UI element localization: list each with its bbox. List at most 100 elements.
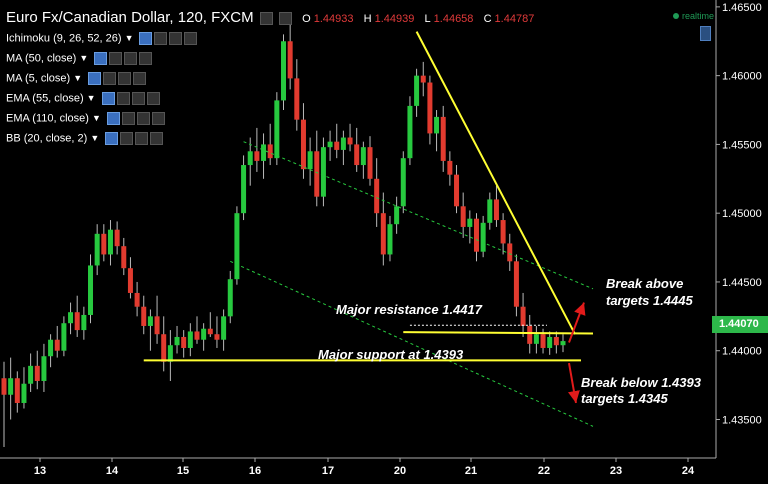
candle-body — [334, 141, 340, 150]
candle-body — [207, 328, 213, 335]
eye-icon[interactable] — [139, 32, 153, 45]
downtrend-line — [415, 31, 576, 335]
chevron-down-icon[interactable]: ▼ — [73, 73, 83, 84]
price-tick-label: 1.43500 — [722, 414, 762, 426]
candle-body — [540, 334, 546, 348]
candle — [221, 309, 227, 351]
time-tick-label: 21 — [465, 465, 477, 477]
candle-body — [560, 341, 566, 346]
time-tick-label: 16 — [249, 465, 261, 477]
candle-body — [274, 100, 280, 159]
indicator-ma5[interactable]: MA (5, close) ▼ — [6, 72, 147, 85]
candle — [207, 312, 213, 337]
close-icon[interactable] — [146, 92, 160, 105]
candle — [161, 316, 167, 372]
candle — [247, 137, 253, 186]
eye-icon[interactable] — [88, 72, 102, 85]
candle-body — [493, 199, 499, 221]
candle — [340, 130, 346, 166]
candle-body — [48, 339, 54, 357]
realtime-indicator: realtime — [673, 11, 714, 21]
candle — [527, 314, 533, 354]
close-icon[interactable] — [150, 132, 164, 145]
price-tick-label: 1.44500 — [722, 277, 762, 289]
candle — [360, 141, 366, 179]
add-icon[interactable] — [169, 32, 183, 45]
candle-body — [460, 206, 466, 227]
eye-icon[interactable] — [259, 11, 273, 25]
candle — [254, 127, 260, 172]
candle — [420, 61, 426, 97]
price-tick-label: 1.46500 — [722, 2, 762, 14]
indicator-label: MA (5, close) — [6, 72, 71, 85]
candle — [28, 353, 34, 392]
eye-icon[interactable] — [101, 92, 115, 105]
add-icon[interactable] — [131, 92, 145, 105]
close-icon[interactable] — [133, 72, 147, 85]
candle-body — [14, 378, 20, 403]
candle — [394, 196, 400, 234]
settings-icon[interactable] — [116, 92, 130, 105]
add-icon[interactable] — [136, 112, 150, 125]
indicator-ichimoku[interactable]: Ichimoku (9, 26, 52, 26) ▼ — [6, 32, 198, 45]
candle-body — [500, 220, 506, 244]
ohlc-open-value: 1.44933 — [313, 13, 354, 25]
settings-icon[interactable] — [154, 32, 168, 45]
candle-body — [307, 151, 313, 170]
add-icon[interactable] — [135, 132, 149, 145]
channel-lower-line — [230, 260, 594, 427]
candle-body — [94, 233, 100, 266]
candle — [454, 165, 460, 214]
time-tick-label: 24 — [682, 465, 695, 477]
break-above-target-annotation: targets 1.4445 — [606, 293, 693, 308]
break-below-target-annotation: targets 1.4345 — [581, 391, 668, 406]
candle — [114, 221, 120, 255]
resistance-annotation: Major resistance 1.4417 — [336, 302, 482, 317]
candle-body — [214, 334, 220, 340]
candle — [41, 343, 47, 392]
chevron-down-icon[interactable]: ▼ — [86, 93, 96, 104]
candle — [400, 151, 406, 214]
close-icon[interactable] — [151, 112, 165, 125]
settings-icon[interactable] — [120, 132, 134, 145]
indicator-bb[interactable]: BB (20, close, 2) ▼ — [6, 132, 164, 145]
candle — [440, 105, 446, 172]
candle-body — [187, 331, 193, 348]
eye-icon[interactable] — [94, 52, 108, 65]
candle-body — [194, 331, 200, 340]
candle — [380, 192, 386, 266]
candle-body — [34, 365, 40, 381]
indicator-ema55[interactable]: EMA (55, close) ▼ — [6, 92, 160, 105]
settings-icon[interactable] — [121, 112, 135, 125]
add-icon[interactable] — [118, 72, 132, 85]
eye-icon[interactable] — [105, 132, 119, 145]
scale-toggle-button[interactable] — [700, 26, 711, 41]
indicator-label: MA (50, close) — [6, 52, 77, 65]
candle — [147, 309, 153, 351]
candle — [274, 92, 280, 166]
candle-body — [360, 147, 366, 166]
close-icon[interactable] — [139, 52, 153, 65]
eye-icon[interactable] — [106, 112, 120, 125]
settings-icon[interactable] — [109, 52, 123, 65]
close-icon[interactable] — [184, 32, 198, 45]
chevron-down-icon[interactable]: ▼ — [79, 53, 89, 64]
indicator-ema110[interactable]: EMA (110, close) ▼ — [6, 112, 165, 125]
chevron-down-icon[interactable]: ▼ — [124, 33, 134, 44]
indicator-label: EMA (110, close) — [6, 112, 89, 125]
add-icon[interactable] — [124, 52, 138, 65]
symbol-title[interactable]: Euro Fx/Canadian Dollar, 120, FXCM — [6, 9, 254, 26]
candle-body — [1, 378, 7, 395]
candle-body — [74, 312, 80, 331]
settings-icon[interactable] — [103, 72, 117, 85]
candle-body — [68, 312, 74, 324]
settings-icon[interactable] — [278, 11, 292, 25]
candle-body — [507, 243, 513, 262]
indicator-ma50[interactable]: MA (50, close) ▼ — [6, 52, 153, 65]
candle-body — [480, 222, 486, 252]
chevron-down-icon[interactable]: ▼ — [90, 133, 100, 144]
candle — [187, 323, 193, 357]
chevron-down-icon[interactable]: ▼ — [91, 113, 101, 124]
candle — [234, 206, 240, 285]
